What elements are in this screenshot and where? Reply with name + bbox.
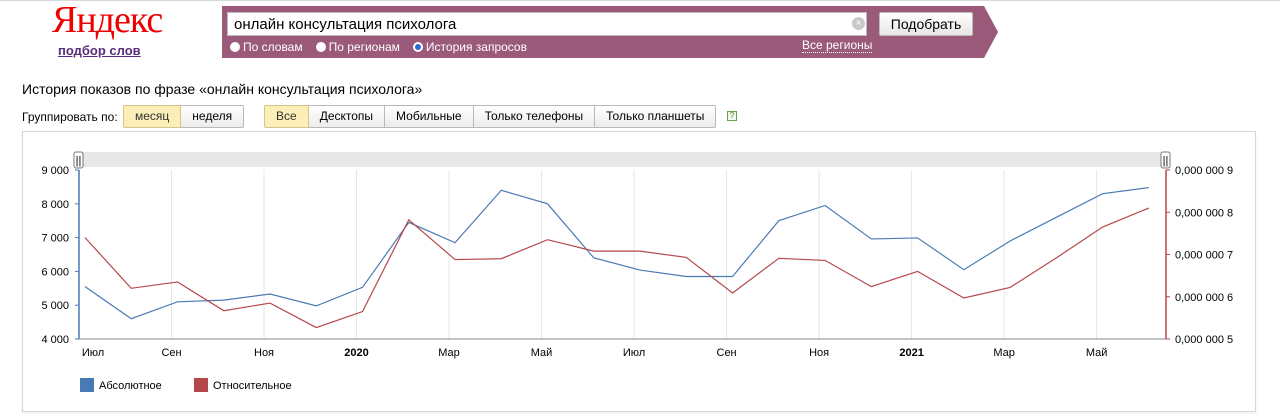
device-mobile-button[interactable]: Мобильные: [385, 105, 474, 128]
group-month-button[interactable]: месяц: [123, 105, 182, 128]
grouping-toggle: месяц неделя: [123, 105, 245, 128]
wordstat-link[interactable]: подбор слов: [58, 43, 141, 58]
right-tick-label: 0,000 000 9: [1175, 165, 1233, 177]
history-chart: || || 9 000 8 000 7 000 6 000 5 000 4 000 0,000 …: [22, 131, 1256, 412]
device-desktop-button[interactable]: Десктопы: [308, 105, 386, 128]
device-tablets-button[interactable]: Только планшеты: [595, 105, 717, 128]
search-input[interactable]: [227, 12, 867, 36]
series-line-relative: [84, 207, 1150, 329]
all-regions-link[interactable]: Все регионы: [802, 38, 873, 53]
right-tick-label: 0,000 000 6: [1175, 292, 1233, 304]
x-tick-label: Июл: [82, 347, 104, 359]
x-tick-label: Ноя: [809, 347, 829, 359]
left-tick-label: 9 000: [41, 165, 69, 177]
radio-by-regions[interactable]: По регионам: [315, 38, 400, 56]
x-tick-label: Май: [1086, 347, 1108, 359]
device-all-button[interactable]: Все: [264, 105, 309, 128]
legend-label: Абсолютное: [99, 380, 162, 392]
handle-grip-icon: ||: [1163, 155, 1169, 167]
history-chart-svg: || || 9 000 8 000 7 000 6 000 5 000 4 000 0,000 …: [41, 151, 1233, 392]
radio-label: По регионам: [328, 40, 400, 54]
x-tick-label: Май: [531, 347, 553, 359]
left-tick-label: 8 000: [41, 199, 69, 211]
clear-icon[interactable]: ×: [852, 17, 865, 30]
legend-swatch: [194, 378, 208, 392]
right-tick-label: 0,000 000 8: [1175, 207, 1233, 219]
search-bar: × Подобрать По словам По регионам Истори…: [222, 6, 998, 58]
left-tick-label: 7 000: [41, 233, 69, 245]
series-line-absolute: [84, 186, 1149, 320]
page-title: История показов по фразе «онлайн консуль…: [22, 81, 423, 97]
x-tick-label: 2021: [899, 347, 923, 359]
x-tick-label: Мар: [438, 347, 460, 359]
help-icon[interactable]: ?: [727, 111, 737, 121]
x-tick-label: Сен: [161, 347, 181, 359]
yandex-logo[interactable]: Яндекс: [52, 0, 163, 41]
device-phones-button[interactable]: Только телефоны: [473, 105, 596, 128]
range-handle-left[interactable]: [73, 151, 84, 169]
chart-range-track: [79, 152, 1166, 167]
x-tick-label: 2020: [344, 347, 368, 359]
radio-history[interactable]: История запросов: [412, 38, 527, 56]
left-tick-label: 6 000: [41, 266, 69, 278]
group-week-button[interactable]: неделя: [181, 105, 245, 128]
right-tick-label: 0,000 000 5: [1175, 334, 1233, 346]
right-tick-label: 0,000 000 7: [1175, 250, 1233, 262]
top-divider: [0, 0, 1280, 1]
search-mode-options: По словам По регионам История запросов: [230, 38, 540, 56]
x-tick-label: Ноя: [254, 347, 274, 359]
range-handle-right[interactable]: [1160, 151, 1171, 169]
submit-button[interactable]: Подобрать: [879, 12, 973, 36]
group-by-label: Группировать по:: [22, 110, 118, 124]
legend-swatch: [80, 378, 94, 392]
legend-label: Относительное: [213, 380, 292, 392]
left-tick-label: 5 000: [41, 300, 69, 312]
radio-label: По словам: [243, 40, 303, 54]
radio-label: История запросов: [425, 40, 527, 54]
x-tick-label: Мар: [993, 347, 1015, 359]
x-tick-label: Июл: [623, 347, 645, 359]
radio-dot-selected[interactable]: [412, 42, 423, 52]
x-tick-label: Сен: [717, 347, 737, 359]
radio-dot[interactable]: [230, 42, 240, 52]
radio-by-words[interactable]: По словам: [230, 38, 303, 56]
handle-grip-icon: ||: [76, 155, 82, 167]
device-filter: Все Десктопы Мобильные Только телефоны Т…: [264, 105, 717, 128]
left-tick-label: 4 000: [41, 334, 69, 346]
radio-dot[interactable]: [315, 42, 326, 52]
